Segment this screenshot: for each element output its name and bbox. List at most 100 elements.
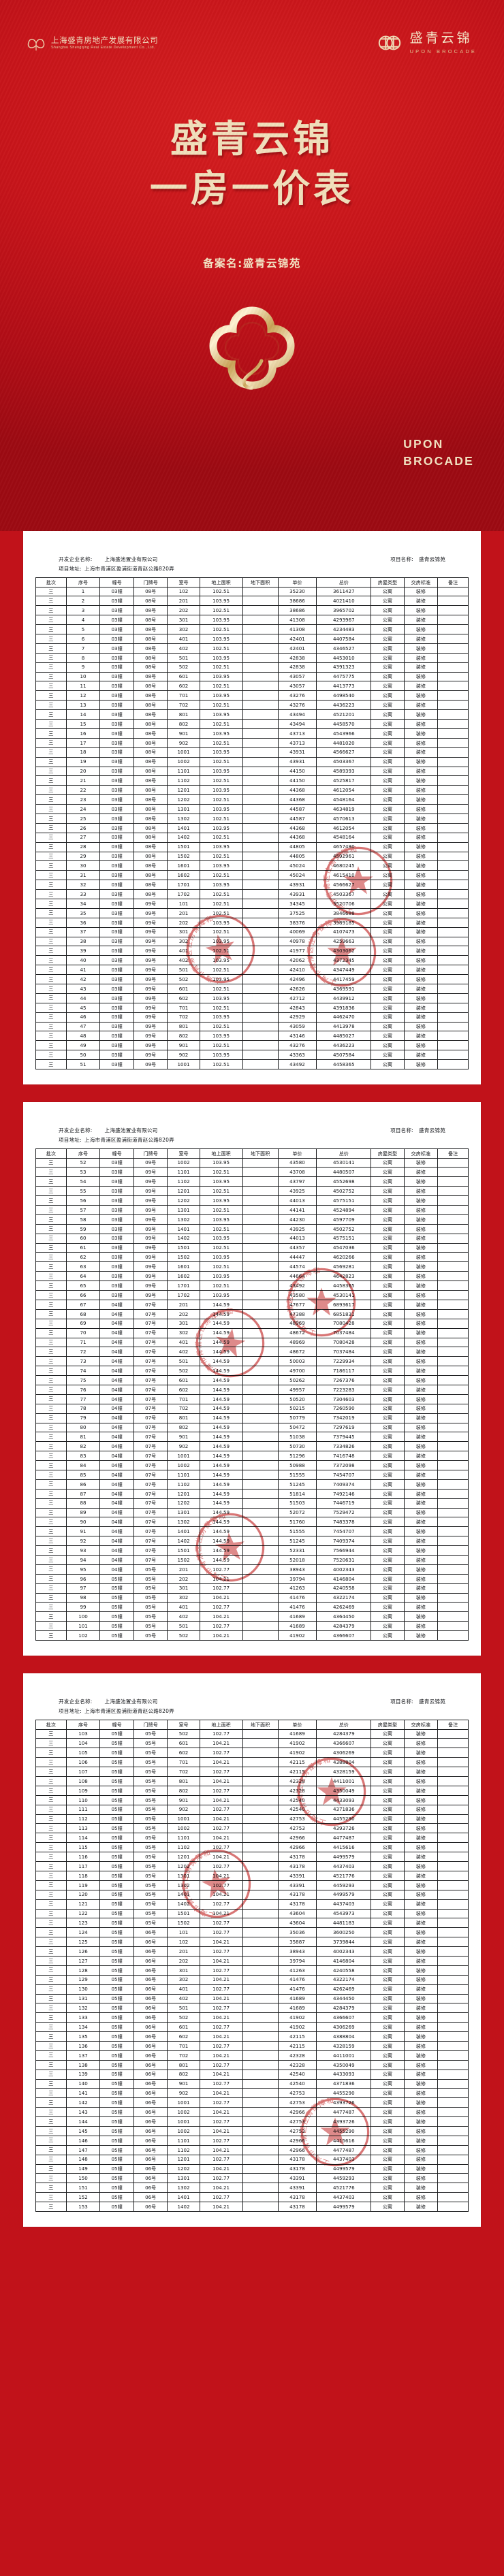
table-cell: 03幢 [99, 813, 134, 824]
table-cell [242, 1937, 279, 1948]
table-cell: 07号 [133, 1403, 168, 1414]
table-cell: 05幢 [99, 1946, 134, 1957]
table-cell: 43931 [277, 747, 317, 758]
table-cell: 4436223 [316, 700, 372, 711]
table-cell: 03幢 [99, 889, 134, 899]
table-cell: 三 [35, 1460, 67, 1470]
table-cell [437, 946, 469, 956]
table-cell: 装修 [403, 1833, 439, 1844]
table-cell: 43604 [277, 1918, 317, 1929]
table-cell [242, 1186, 279, 1197]
table-cell: 130 [65, 1984, 101, 1995]
table-cell: 装修 [403, 2183, 439, 2193]
table-cell [437, 596, 469, 607]
table-cell: 1201 [167, 1186, 200, 1197]
table-row: 三 131 05幢 06号 402 104.21 41689 4344450 公寓 装修 [35, 1993, 469, 2004]
table-cell: 03幢 [99, 1050, 134, 1061]
table-cell: 05号 [133, 1767, 168, 1777]
table-cell: 装修 [403, 1767, 439, 1777]
table-cell: 装修 [403, 1205, 439, 1215]
table-cell: 49700 [277, 1366, 317, 1376]
table-cell [437, 880, 469, 890]
table-row: 三 128 05幢 06号 301 102.77 41263 4240558 公寓 装修 [35, 1965, 469, 1976]
table-cell: 装修 [403, 1880, 439, 1890]
table-cell: 4411001 [316, 2050, 372, 2061]
table-cell [437, 1937, 469, 1948]
table-cell: 702 [167, 700, 200, 711]
table-cell: 401 [167, 946, 200, 956]
table-cell: 装修 [403, 1611, 439, 1622]
table-cell: 装修 [403, 1451, 439, 1462]
table-cell: 公寓 [371, 1271, 405, 1282]
table-cell: 装修 [403, 1441, 439, 1452]
table-row: 三 132 05幢 06号 501 102.77 41689 4284379 公寓 装修 [35, 2003, 469, 2014]
table-cell: 装修 [403, 794, 439, 805]
table-cell: 4433093 [316, 1794, 372, 1805]
table-row: 三 9 03幢 08号 502 102.51 42838 4391323 公寓 装修 [35, 662, 469, 673]
table-cell: 公寓 [371, 1785, 405, 1796]
table-cell: 4521776 [316, 1870, 372, 1881]
table-cell: 装修 [403, 1804, 439, 1815]
table-cell: 06号 [133, 2050, 168, 2061]
table-row: 三 7 03幢 08号 402 102.51 42401 4346527 公寓 装修 [35, 643, 469, 654]
table-row: 三 142 05幢 06号 1001 102.77 42753 4393726 公寓 装修 [35, 2097, 469, 2108]
table-cell: 公寓 [371, 907, 405, 918]
table-cell [242, 1195, 279, 1206]
table-cell: 102.77 [199, 1861, 243, 1871]
table-cell: 05号 [133, 1899, 168, 1910]
table-cell: 05号 [133, 1621, 168, 1632]
table-cell: 1401 [167, 822, 200, 833]
table-cell: 07号 [133, 1545, 168, 1556]
table-cell: 06号 [133, 2069, 168, 2080]
table-cell: 04幢 [99, 1403, 134, 1414]
table-cell: 43492 [277, 1059, 317, 1069]
table-cell [437, 2050, 469, 2061]
table-cell: 42328 [277, 2059, 317, 2070]
table-cell: 三 [35, 1223, 67, 1234]
table-cell: 03幢 [99, 1195, 134, 1206]
table-cell: 公寓 [371, 681, 405, 692]
table-cell: 123 [65, 1918, 101, 1929]
table-cell: 7260590 [316, 1403, 372, 1414]
table-cell: 04幢 [99, 1356, 134, 1367]
table-cell: 4146804 [316, 1573, 372, 1584]
table-cell [437, 1281, 469, 1291]
price-table: 批次 序号 幢号 门牌号 室号 地上面积 地下面积 单价 总价 房屋类型 交房标准 备注三 1 03幢 08… [35, 577, 469, 1069]
column-header: 备注 [437, 1148, 469, 1159]
table-cell: 三 [35, 1157, 67, 1168]
column-header: 地下面积 [242, 1148, 279, 1159]
table-cell: 三 [35, 1776, 67, 1786]
table-cell: 装修 [403, 1366, 439, 1376]
table-cell: 1101 [167, 766, 200, 777]
table-cell: 502 [167, 1630, 200, 1641]
column-header: 门牌号 [133, 1148, 168, 1159]
table-row: 三 38 03幢 09号 302 103.95 40978 4259663 公寓 装修 [35, 936, 469, 947]
table-cell: 09号 [133, 1040, 168, 1051]
table-cell: 03幢 [99, 1271, 134, 1282]
column-header: 单价 [277, 577, 317, 587]
table-cell: 公寓 [371, 1451, 405, 1462]
table-cell: 05幢 [99, 1918, 134, 1929]
table-cell: 04幢 [99, 1366, 134, 1376]
table-cell: 三 [35, 1852, 67, 1863]
table-cell: 4524894 [316, 1205, 372, 1215]
table-cell: 09号 [133, 1157, 168, 1168]
table-cell: 05幢 [99, 2059, 134, 2070]
table-cell: 装修 [403, 1299, 439, 1310]
table-cell: 1401 [167, 2192, 200, 2203]
table-cell [242, 1413, 279, 1423]
table-cell: 65 [65, 1281, 101, 1291]
table-cell: 144.59 [199, 1507, 243, 1518]
table-cell: 1102 [167, 1479, 200, 1490]
table-cell: 三 [35, 1842, 67, 1853]
table-cell: 4371836 [316, 1804, 372, 1815]
table-cell: 43057 [277, 681, 317, 692]
table-cell: 104.21 [199, 2088, 243, 2099]
table-cell: 公寓 [371, 1195, 405, 1206]
table-cell: 公寓 [371, 1299, 405, 1310]
table-row: 三 134 05幢 06号 601 102.77 41902 4306269 公寓 装修 [35, 2022, 469, 2033]
table-cell: 三 [35, 1195, 67, 1206]
table-cell: 75 [65, 1375, 101, 1385]
table-cell: 装修 [403, 2107, 439, 2118]
table-cell: 05幢 [99, 1814, 134, 1824]
